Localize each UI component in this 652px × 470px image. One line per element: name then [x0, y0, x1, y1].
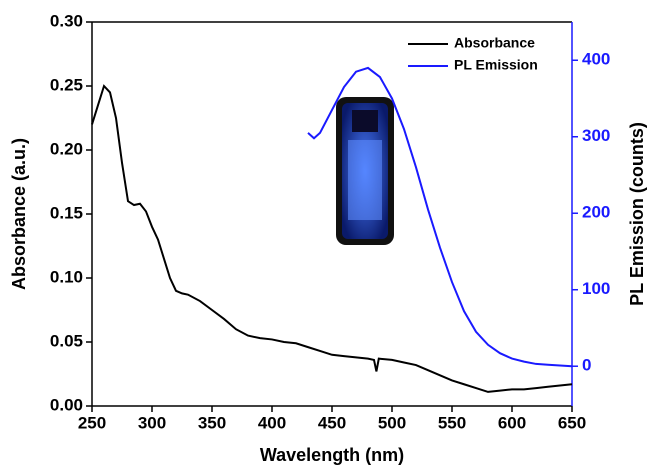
series-line: [307, 66, 573, 368]
x-tick-label: 550: [438, 413, 466, 432]
series-line: [91, 84, 573, 393]
y2-tick-label: 400: [582, 50, 610, 69]
inset-photo: [336, 97, 394, 245]
y-tick-label: 0.00: [50, 395, 83, 414]
y2-tick-label: 0: [582, 356, 591, 375]
y-tick-label: 0.10: [50, 267, 83, 286]
y-tick-label: 0.15: [50, 203, 83, 222]
x-axis-title: Wavelength (nm): [260, 445, 404, 465]
x-tick-label: 450: [318, 413, 346, 432]
x-tick-label: 500: [378, 413, 406, 432]
legend-label: Absorbance: [454, 35, 535, 51]
y2-tick-label: 200: [582, 203, 610, 222]
x-tick-label: 650: [558, 413, 586, 432]
x-tick-label: 300: [138, 413, 166, 432]
y-tick-label: 0.05: [50, 331, 83, 350]
y-tick-label: 0.20: [50, 139, 83, 158]
x-tick-label: 600: [498, 413, 526, 432]
x-tick-label: 250: [78, 413, 106, 432]
y-tick-label: 0.25: [50, 75, 83, 94]
y2-tick-label: 100: [582, 279, 610, 298]
x-tick-label: 400: [258, 413, 286, 432]
legend-label: PL Emission: [454, 57, 538, 73]
x-tick-label: 350: [198, 413, 226, 432]
y2-axis-title: PL Emission (counts): [627, 122, 647, 306]
y-tick-label: 0.30: [50, 11, 83, 30]
y2-tick-label: 300: [582, 126, 610, 145]
y-axis-title: Absorbance (a.u.): [9, 138, 29, 290]
